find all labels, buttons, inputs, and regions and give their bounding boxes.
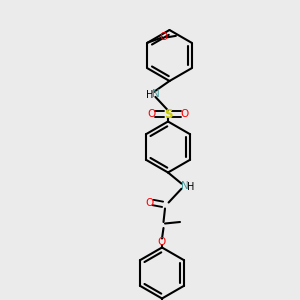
Text: H: H <box>146 89 154 100</box>
Text: O: O <box>158 236 166 247</box>
Text: S: S <box>164 107 172 121</box>
Text: N: N <box>152 89 159 99</box>
Text: O: O <box>146 197 154 208</box>
Text: O: O <box>160 32 168 42</box>
Text: H: H <box>187 182 194 192</box>
Text: O: O <box>147 109 156 119</box>
Text: O: O <box>180 109 189 119</box>
Text: N: N <box>181 181 188 191</box>
